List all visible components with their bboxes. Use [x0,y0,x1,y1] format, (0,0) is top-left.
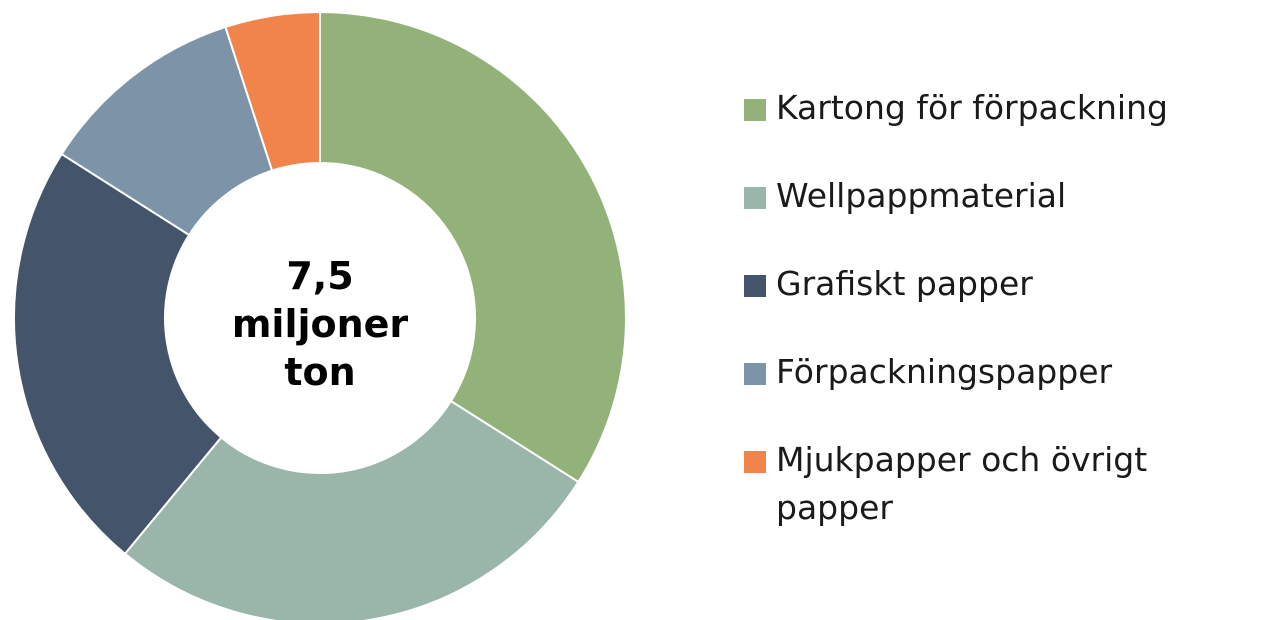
legend-label: Kartong för förpackning [776,88,1168,127]
center-label: miljoner [232,302,409,346]
donut-slice [224,10,321,172]
center-label: 7,5 [286,254,353,298]
legend-item: Grafiskt papper [744,260,1259,348]
legend: Kartong för förpackning Wellpappmaterial G… [744,84,1259,527]
legend-label: Förpackningspapper [776,352,1113,391]
legend-label: Grafiskt papper [776,264,1033,303]
legend-swatch [744,363,766,385]
legend-item: Förpackningspapper [744,348,1259,436]
donut-slice [319,10,627,484]
donut-slice [13,152,223,556]
legend-swatch [744,187,766,209]
legend-swatch [744,275,766,297]
legend-label: Mjukpapper och övrigt papper [776,440,1148,527]
legend-swatch [744,451,766,473]
legend-label: Wellpappmaterial [776,176,1067,215]
legend-item: Wellpappmaterial [744,172,1259,260]
legend-item: Kartong för förpackning [744,84,1259,172]
center-label: ton [284,350,355,394]
legend-item: Mjukpapper och övrigt papper [744,436,1259,527]
legend-swatch [744,99,766,121]
donut-slice [123,399,580,620]
